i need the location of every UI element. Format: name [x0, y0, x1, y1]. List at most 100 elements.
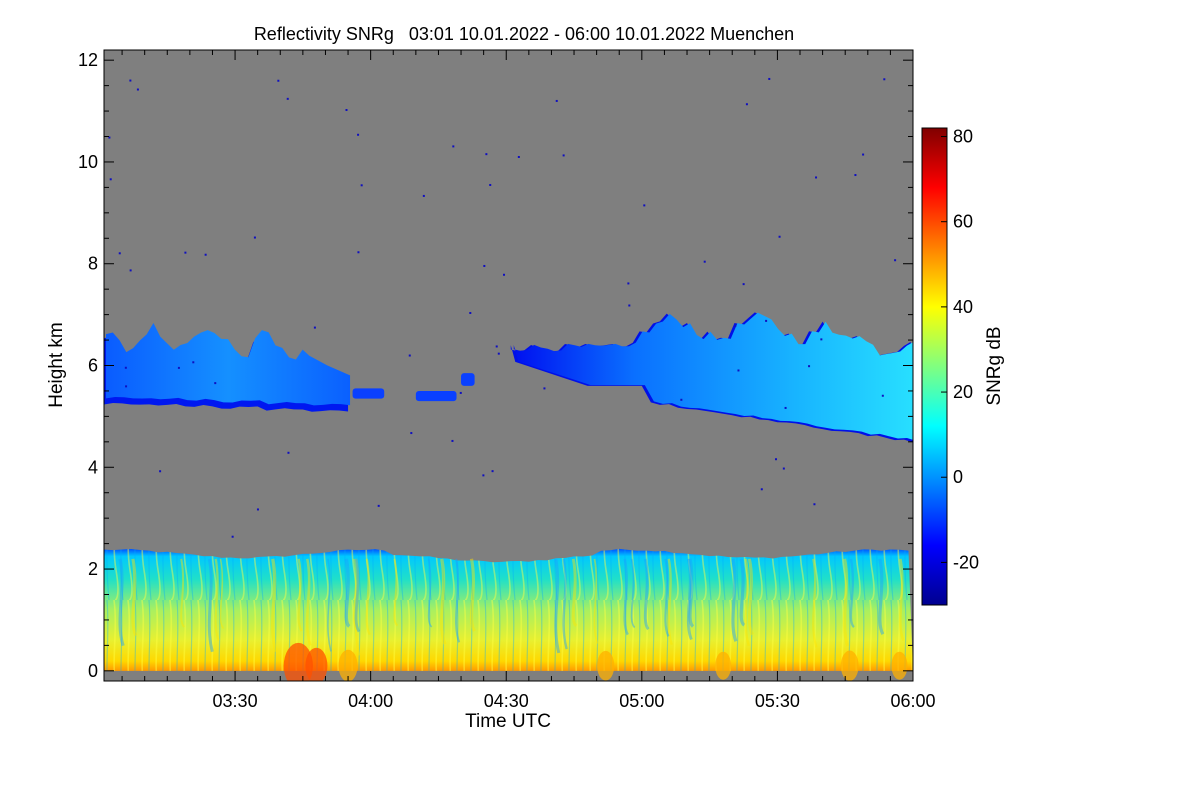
noise-speckle	[854, 174, 857, 177]
surface-echo	[715, 651, 732, 680]
noise-speckle	[768, 77, 771, 80]
noise-speckle	[774, 458, 777, 461]
noise-speckle	[778, 235, 781, 238]
boundary-layer-streak	[365, 558, 371, 636]
boundary-layer-streak	[554, 558, 561, 654]
noise-speckle	[286, 97, 289, 100]
noise-speckle	[881, 394, 884, 397]
boundary-layer-streak	[842, 558, 850, 647]
surface-echo	[597, 650, 615, 681]
noise-speckle	[883, 78, 886, 81]
boundary-layer-streak	[623, 558, 629, 636]
boundary-layer-streak	[305, 558, 312, 646]
boundary-layer-streak	[214, 558, 220, 641]
noise-speckle	[357, 133, 360, 136]
boundary-layer-streak	[593, 558, 599, 644]
noise-speckle	[459, 391, 462, 394]
boundary-layer-streak	[812, 558, 818, 648]
noise-speckle	[422, 194, 425, 197]
noise-speckle	[543, 387, 546, 390]
noise-speckle	[760, 488, 763, 491]
colorbar	[921, 127, 948, 606]
boundary-layer-streak	[686, 558, 693, 641]
boundary-layer-streak	[469, 558, 476, 632]
surface-echo	[305, 647, 328, 681]
noise-speckle	[503, 273, 506, 276]
boundary-layer-streak	[455, 558, 461, 643]
noise-speckle	[408, 354, 411, 357]
noise-speckle	[489, 183, 492, 186]
boundary-layer-streak	[898, 558, 905, 641]
noise-speckle	[808, 365, 811, 368]
x-tick-label: 04:30	[484, 691, 529, 711]
noise-speckle	[192, 361, 195, 364]
noise-speckle	[277, 79, 280, 82]
boundary-layer-streak	[747, 558, 754, 636]
cloud-layer-late	[513, 312, 913, 440]
cloud-fragment	[415, 390, 457, 402]
x-tick-label: 05:00	[619, 691, 664, 711]
colorbar-tick-label: 60	[953, 212, 973, 232]
boundary-layer-streak	[849, 558, 855, 628]
boundary-layer-streak	[731, 558, 738, 642]
y-tick-label: 2	[88, 559, 98, 579]
boundary-layer-streak	[271, 558, 278, 653]
boundary-layer-streak	[744, 558, 750, 647]
boundary-layer-streak	[562, 558, 568, 650]
x-axis: 03:30 04:00 04:30 05:00 05:30 06:00	[121, 50, 936, 711]
x-tick-label: 03:30	[213, 691, 258, 711]
noise-speckle	[410, 432, 413, 435]
noise-speckle	[204, 253, 207, 256]
noise-speckle	[256, 508, 259, 511]
noise-speckle	[555, 99, 558, 102]
boundary-layer-streak	[344, 558, 351, 628]
surface-echo	[891, 651, 908, 680]
boundary-layer-streak	[180, 558, 186, 628]
boundary-layer-streak	[354, 558, 361, 656]
x-axis-label: Time UTC	[465, 711, 551, 732]
noise-speckle	[627, 282, 630, 285]
noise-speckle	[643, 204, 646, 207]
noise-speckle	[765, 319, 768, 322]
boundary-layer-streak	[427, 558, 433, 628]
noise-speckle	[628, 304, 631, 307]
noise-speckle	[680, 398, 683, 401]
boundary-layer-streak	[630, 558, 636, 629]
cloud-fragment	[352, 388, 385, 399]
y-tick-label: 12	[78, 50, 98, 70]
noise-speckle	[813, 503, 816, 506]
noise-speckle	[742, 283, 745, 286]
y-tick-label: 0	[88, 661, 98, 681]
noise-speckle	[124, 366, 127, 369]
noise-speckle	[734, 324, 737, 327]
noise-speckle	[377, 504, 380, 507]
noise-speckle	[129, 269, 132, 272]
x-tick-label: 04:00	[348, 691, 393, 711]
noise-speckle	[452, 145, 455, 148]
noise-speckle	[357, 251, 360, 254]
plot-content	[104, 77, 913, 681]
boundary-layer-streak	[219, 558, 225, 629]
noise-speckle	[703, 260, 706, 263]
noise-speckle	[108, 136, 111, 139]
cloud-fragment	[461, 373, 475, 386]
noise-speckle	[495, 345, 498, 348]
noise-speckle	[820, 338, 823, 341]
noise-speckle	[469, 311, 472, 314]
colorbar-tick-label: 0	[953, 467, 963, 487]
boundary-layer-streak	[664, 558, 670, 637]
y-axis: 0 2 4 6 8 10 12	[78, 50, 913, 681]
boundary-layer-streak	[118, 558, 125, 647]
noise-speckle	[360, 184, 363, 187]
cloud-layer-early	[106, 323, 351, 406]
boundary-layer-streak	[878, 558, 885, 635]
noise-speckle	[745, 103, 748, 106]
noise-speckle	[497, 352, 500, 355]
noise-speckle	[125, 385, 128, 388]
noise-speckle	[485, 153, 488, 156]
noise-speckle	[184, 251, 187, 254]
boundary-layer-streak	[571, 558, 578, 628]
noise-speckle	[815, 176, 818, 179]
noise-speckle	[483, 264, 486, 267]
